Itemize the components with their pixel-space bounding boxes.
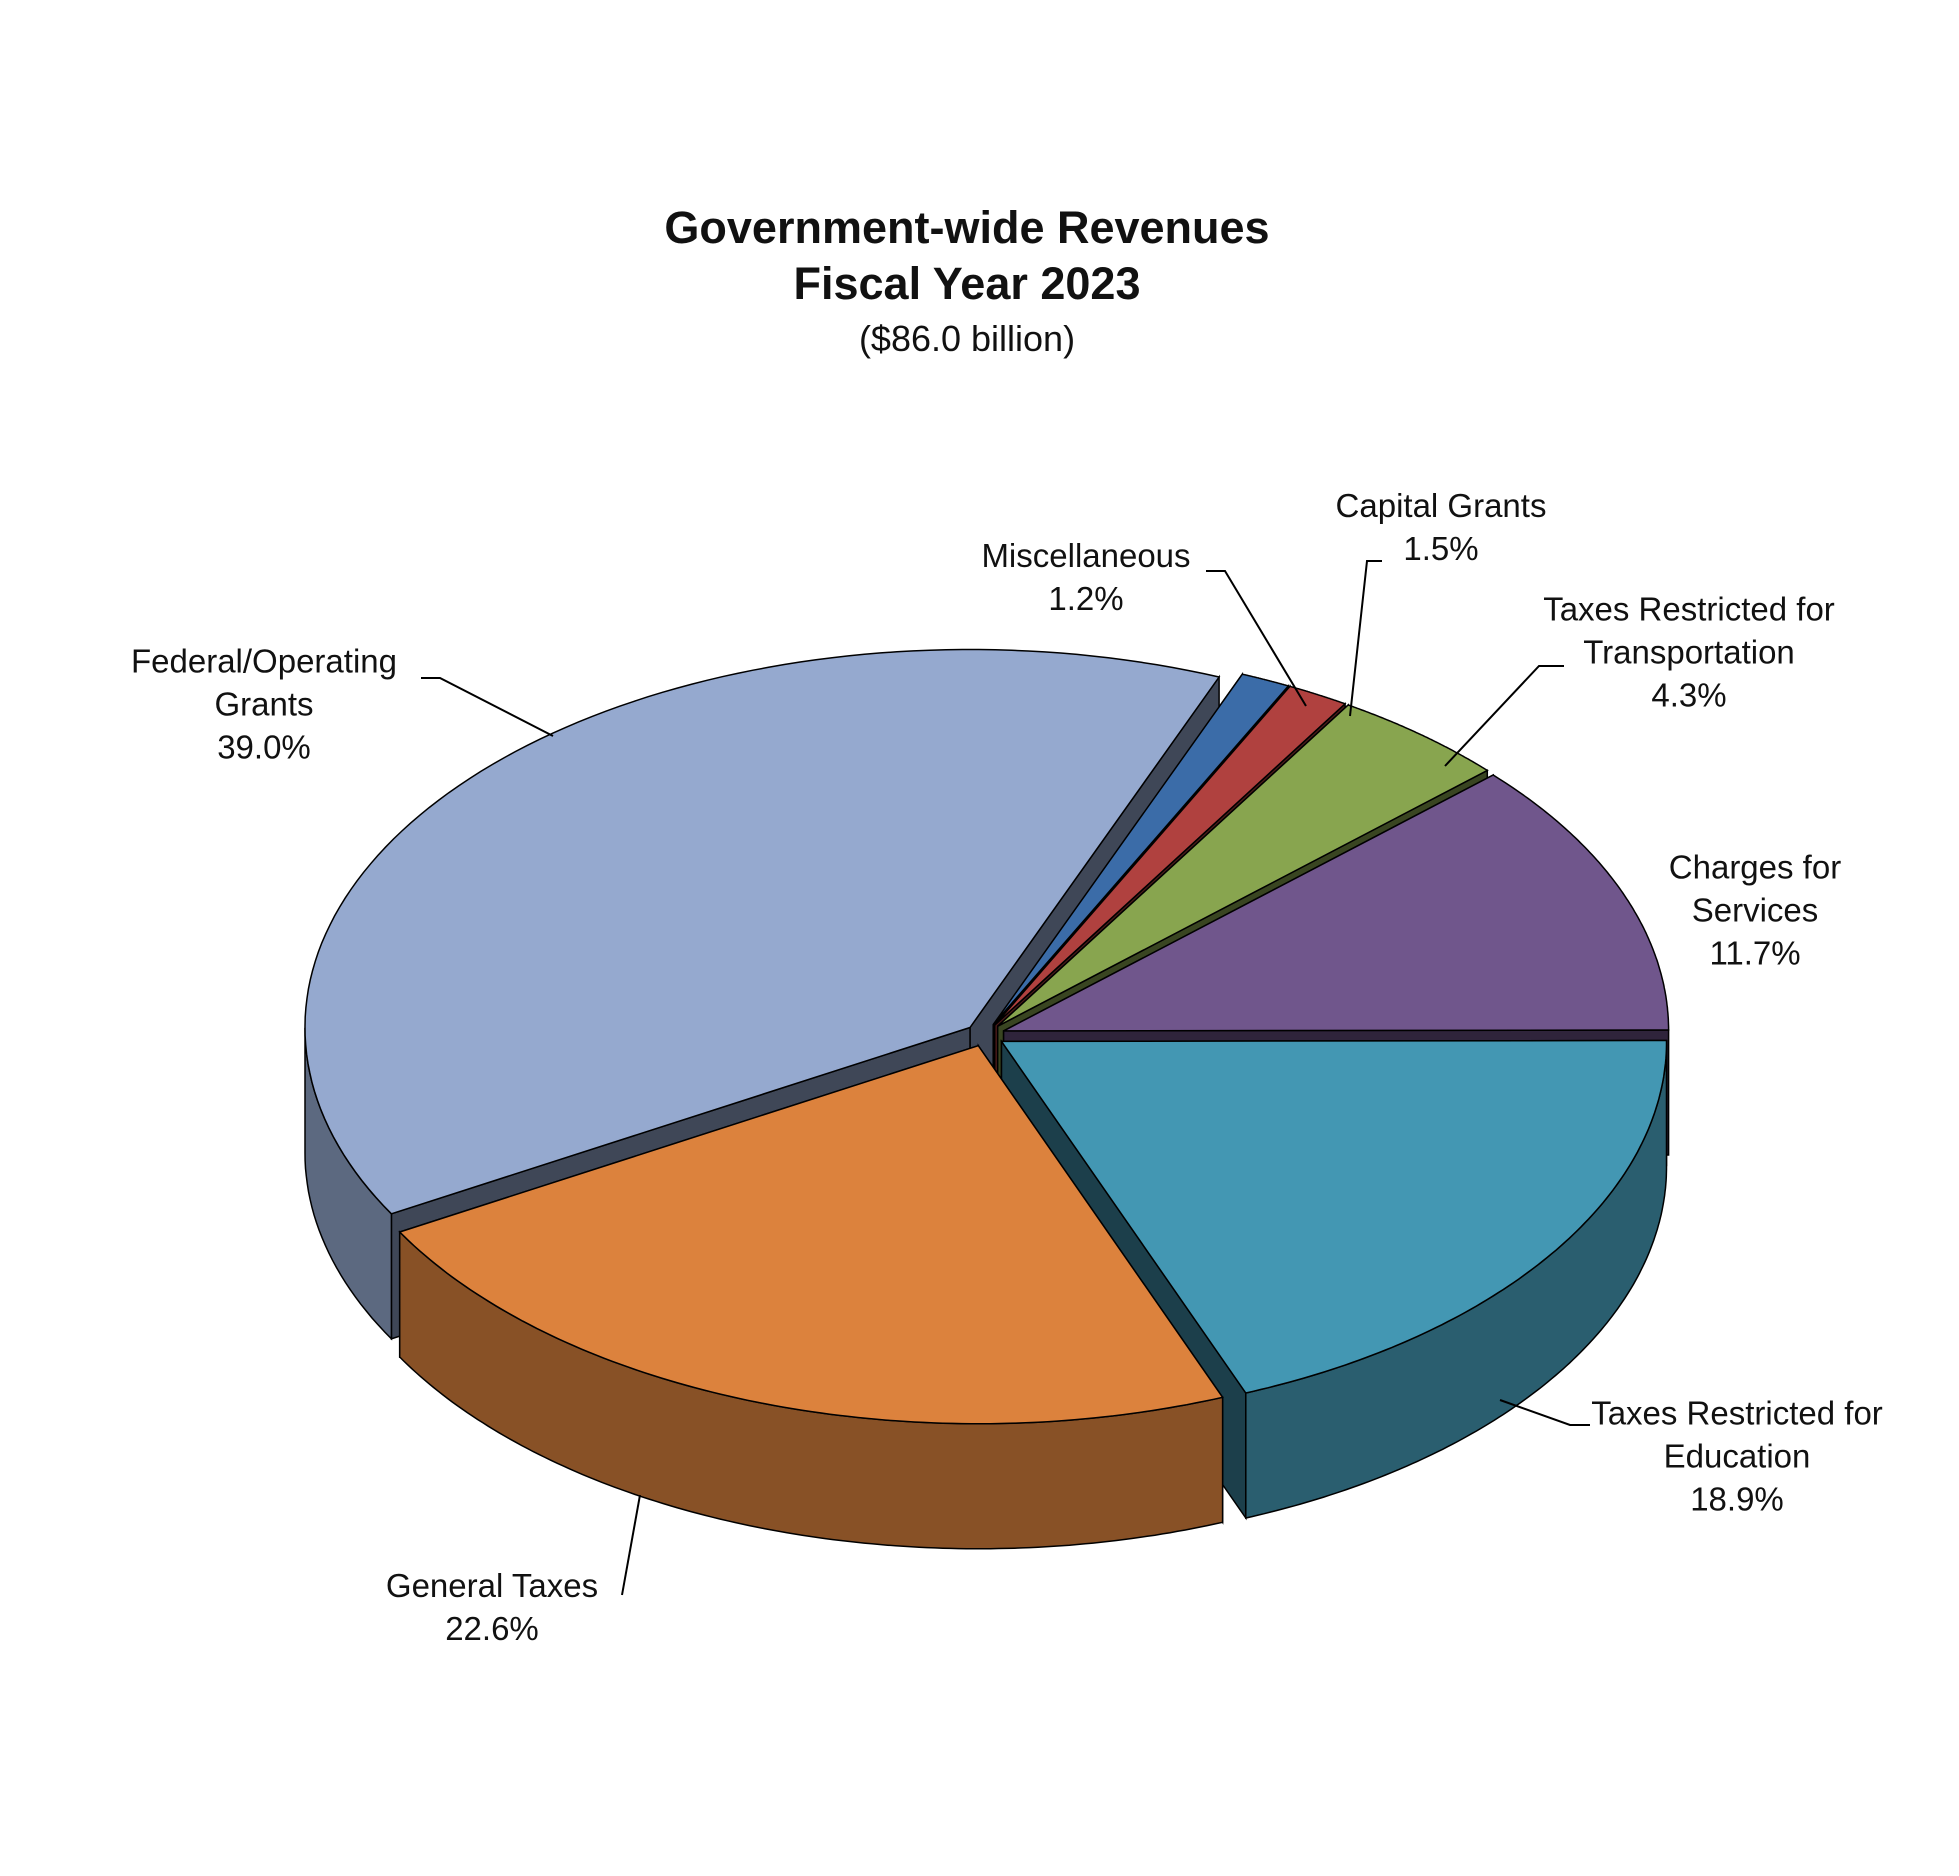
- slice-label: Miscellaneous 1.2%: [956, 535, 1216, 621]
- category-label: Miscellaneous: [981, 537, 1191, 575]
- chart-title: Government-wide Revenues Fiscal Year 202…: [664, 202, 1270, 310]
- slice: [1000, 1039, 1668, 1394]
- slice: [1003, 774, 1670, 1032]
- slice-label: Federal/Operating Grants 39.0%: [114, 641, 414, 770]
- category-label: Charges for Services: [1668, 848, 1842, 929]
- leader-line: [1349, 560, 1382, 717]
- value-label: 4.3%: [1651, 676, 1727, 714]
- slice: [994, 685, 1347, 1026]
- slice: [304, 648, 1221, 1215]
- value-label: 1.5%: [1403, 530, 1479, 567]
- leader-line: [1499, 1399, 1590, 1426]
- value-label: 11.7%: [1709, 934, 1801, 972]
- slice-label: General Taxes 22.6%: [362, 1565, 622, 1651]
- category-label: Capital Grants: [1335, 487, 1547, 525]
- slice: [398, 1044, 1224, 1425]
- slice-label: Charges for Services 11.7%: [1645, 847, 1865, 976]
- value-label: 18.9%: [1690, 1480, 1784, 1518]
- value-label: 22.6%: [445, 1610, 539, 1647]
- slice-label: Taxes Restricted for Education 18.9%: [1587, 1393, 1887, 1522]
- leader-line: [621, 1494, 641, 1596]
- leader-line: [421, 677, 554, 737]
- slice-label: Capital Grants 1.5%: [1301, 485, 1581, 571]
- category-label: Taxes Restricted for Transportation: [1543, 590, 1835, 671]
- value-label: 39.0%: [217, 728, 311, 766]
- category-label: Federal/Operating Grants: [131, 642, 397, 723]
- slice: [992, 673, 1290, 1026]
- slice-label: Taxes Restricted for Transportation 4.3%: [1519, 589, 1859, 718]
- slice: [997, 704, 1489, 1027]
- chart-subtitle: ($86.0 billion): [858, 318, 1076, 359]
- category-label: Taxes Restricted for Education: [1591, 1394, 1883, 1475]
- leader-line: [1444, 665, 1564, 767]
- value-label: 1.2%: [1048, 580, 1124, 617]
- leader-line: [1206, 570, 1307, 707]
- category-label: General Taxes: [385, 1567, 599, 1605]
